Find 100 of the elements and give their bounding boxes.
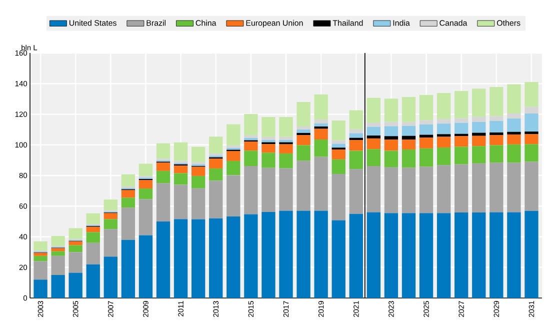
bar: [332, 149, 346, 160]
bar: [174, 166, 188, 174]
bar: [209, 158, 223, 168]
bar: [138, 188, 153, 200]
bar: [402, 122, 416, 126]
bar: [366, 126, 381, 136]
bar: [454, 164, 468, 213]
bar: [384, 98, 398, 122]
bar: [507, 113, 521, 119]
bar: [507, 212, 521, 298]
bar: [244, 166, 258, 214]
bar: [226, 160, 240, 176]
bar: [296, 145, 310, 161]
bar: [436, 165, 451, 214]
bar: [244, 114, 258, 136]
bar: [51, 256, 65, 276]
bar: [279, 117, 293, 137]
bar: [262, 117, 276, 137]
bar: [296, 102, 310, 126]
bar: [419, 166, 434, 214]
bar: [191, 176, 206, 188]
bar: [174, 142, 188, 161]
bar: [454, 122, 468, 134]
bar: [86, 264, 100, 298]
bar: [68, 228, 82, 239]
bar: [472, 116, 486, 122]
bar: [191, 166, 206, 176]
bar: [524, 134, 538, 144]
bar: [436, 119, 451, 124]
bar: [121, 198, 136, 208]
bar: [384, 136, 398, 140]
bar: [156, 183, 170, 222]
bar: [191, 146, 206, 162]
bar: [454, 212, 468, 298]
bar: [244, 150, 258, 166]
bar: [490, 135, 504, 146]
bar: [34, 261, 48, 280]
bar: [104, 219, 118, 230]
bar: [490, 212, 504, 298]
bar: [366, 166, 381, 212]
bar: [436, 136, 451, 148]
bar: [349, 169, 363, 214]
bar: [419, 124, 434, 135]
bar: [436, 134, 451, 137]
bar: [436, 92, 451, 120]
bar: [244, 138, 258, 140]
bar: [490, 145, 504, 163]
bar: [34, 256, 48, 262]
bar: [507, 84, 521, 114]
bar: [314, 123, 328, 126]
bar: [524, 144, 538, 162]
bar: [402, 96, 416, 122]
bar: [68, 245, 82, 252]
bar: [296, 130, 310, 133]
bar: [366, 138, 381, 150]
bar: [226, 124, 240, 146]
bar: [490, 162, 504, 212]
bar: [34, 241, 48, 251]
bar: [296, 132, 310, 136]
bar: [419, 94, 434, 120]
bar: [507, 132, 521, 134]
bar: [402, 168, 416, 214]
bar: [262, 140, 276, 142]
bar: [191, 188, 206, 220]
bar: [262, 136, 276, 140]
bar: [436, 147, 451, 166]
bar: [262, 144, 276, 153]
bar: [507, 144, 521, 163]
bar: [314, 128, 328, 140]
bar: [436, 124, 451, 134]
bar: [279, 168, 293, 211]
bar: [51, 236, 65, 246]
bar: [384, 167, 398, 214]
bar: [314, 120, 328, 124]
bar: [156, 170, 170, 184]
bar: [156, 143, 170, 159]
bar: [490, 116, 504, 121]
bar: [314, 156, 328, 211]
bar: [121, 208, 136, 240]
bar: [472, 88, 486, 117]
bar: [419, 138, 434, 148]
bar: [279, 153, 293, 168]
bar: [191, 219, 206, 298]
bar: [490, 86, 504, 116]
bar: [366, 149, 381, 166]
bar: [419, 213, 434, 298]
bar: [524, 113, 538, 132]
bar: [314, 210, 328, 298]
bar: [138, 180, 153, 189]
bar: [384, 126, 398, 136]
bar: [472, 136, 486, 146]
bar: [226, 175, 240, 217]
bar: [138, 199, 153, 236]
bar: [402, 126, 416, 136]
bar: [454, 136, 468, 147]
bar: [209, 218, 223, 298]
bar: [472, 146, 486, 164]
bar: [244, 142, 258, 151]
bar: [384, 122, 398, 126]
bar: [472, 122, 486, 133]
